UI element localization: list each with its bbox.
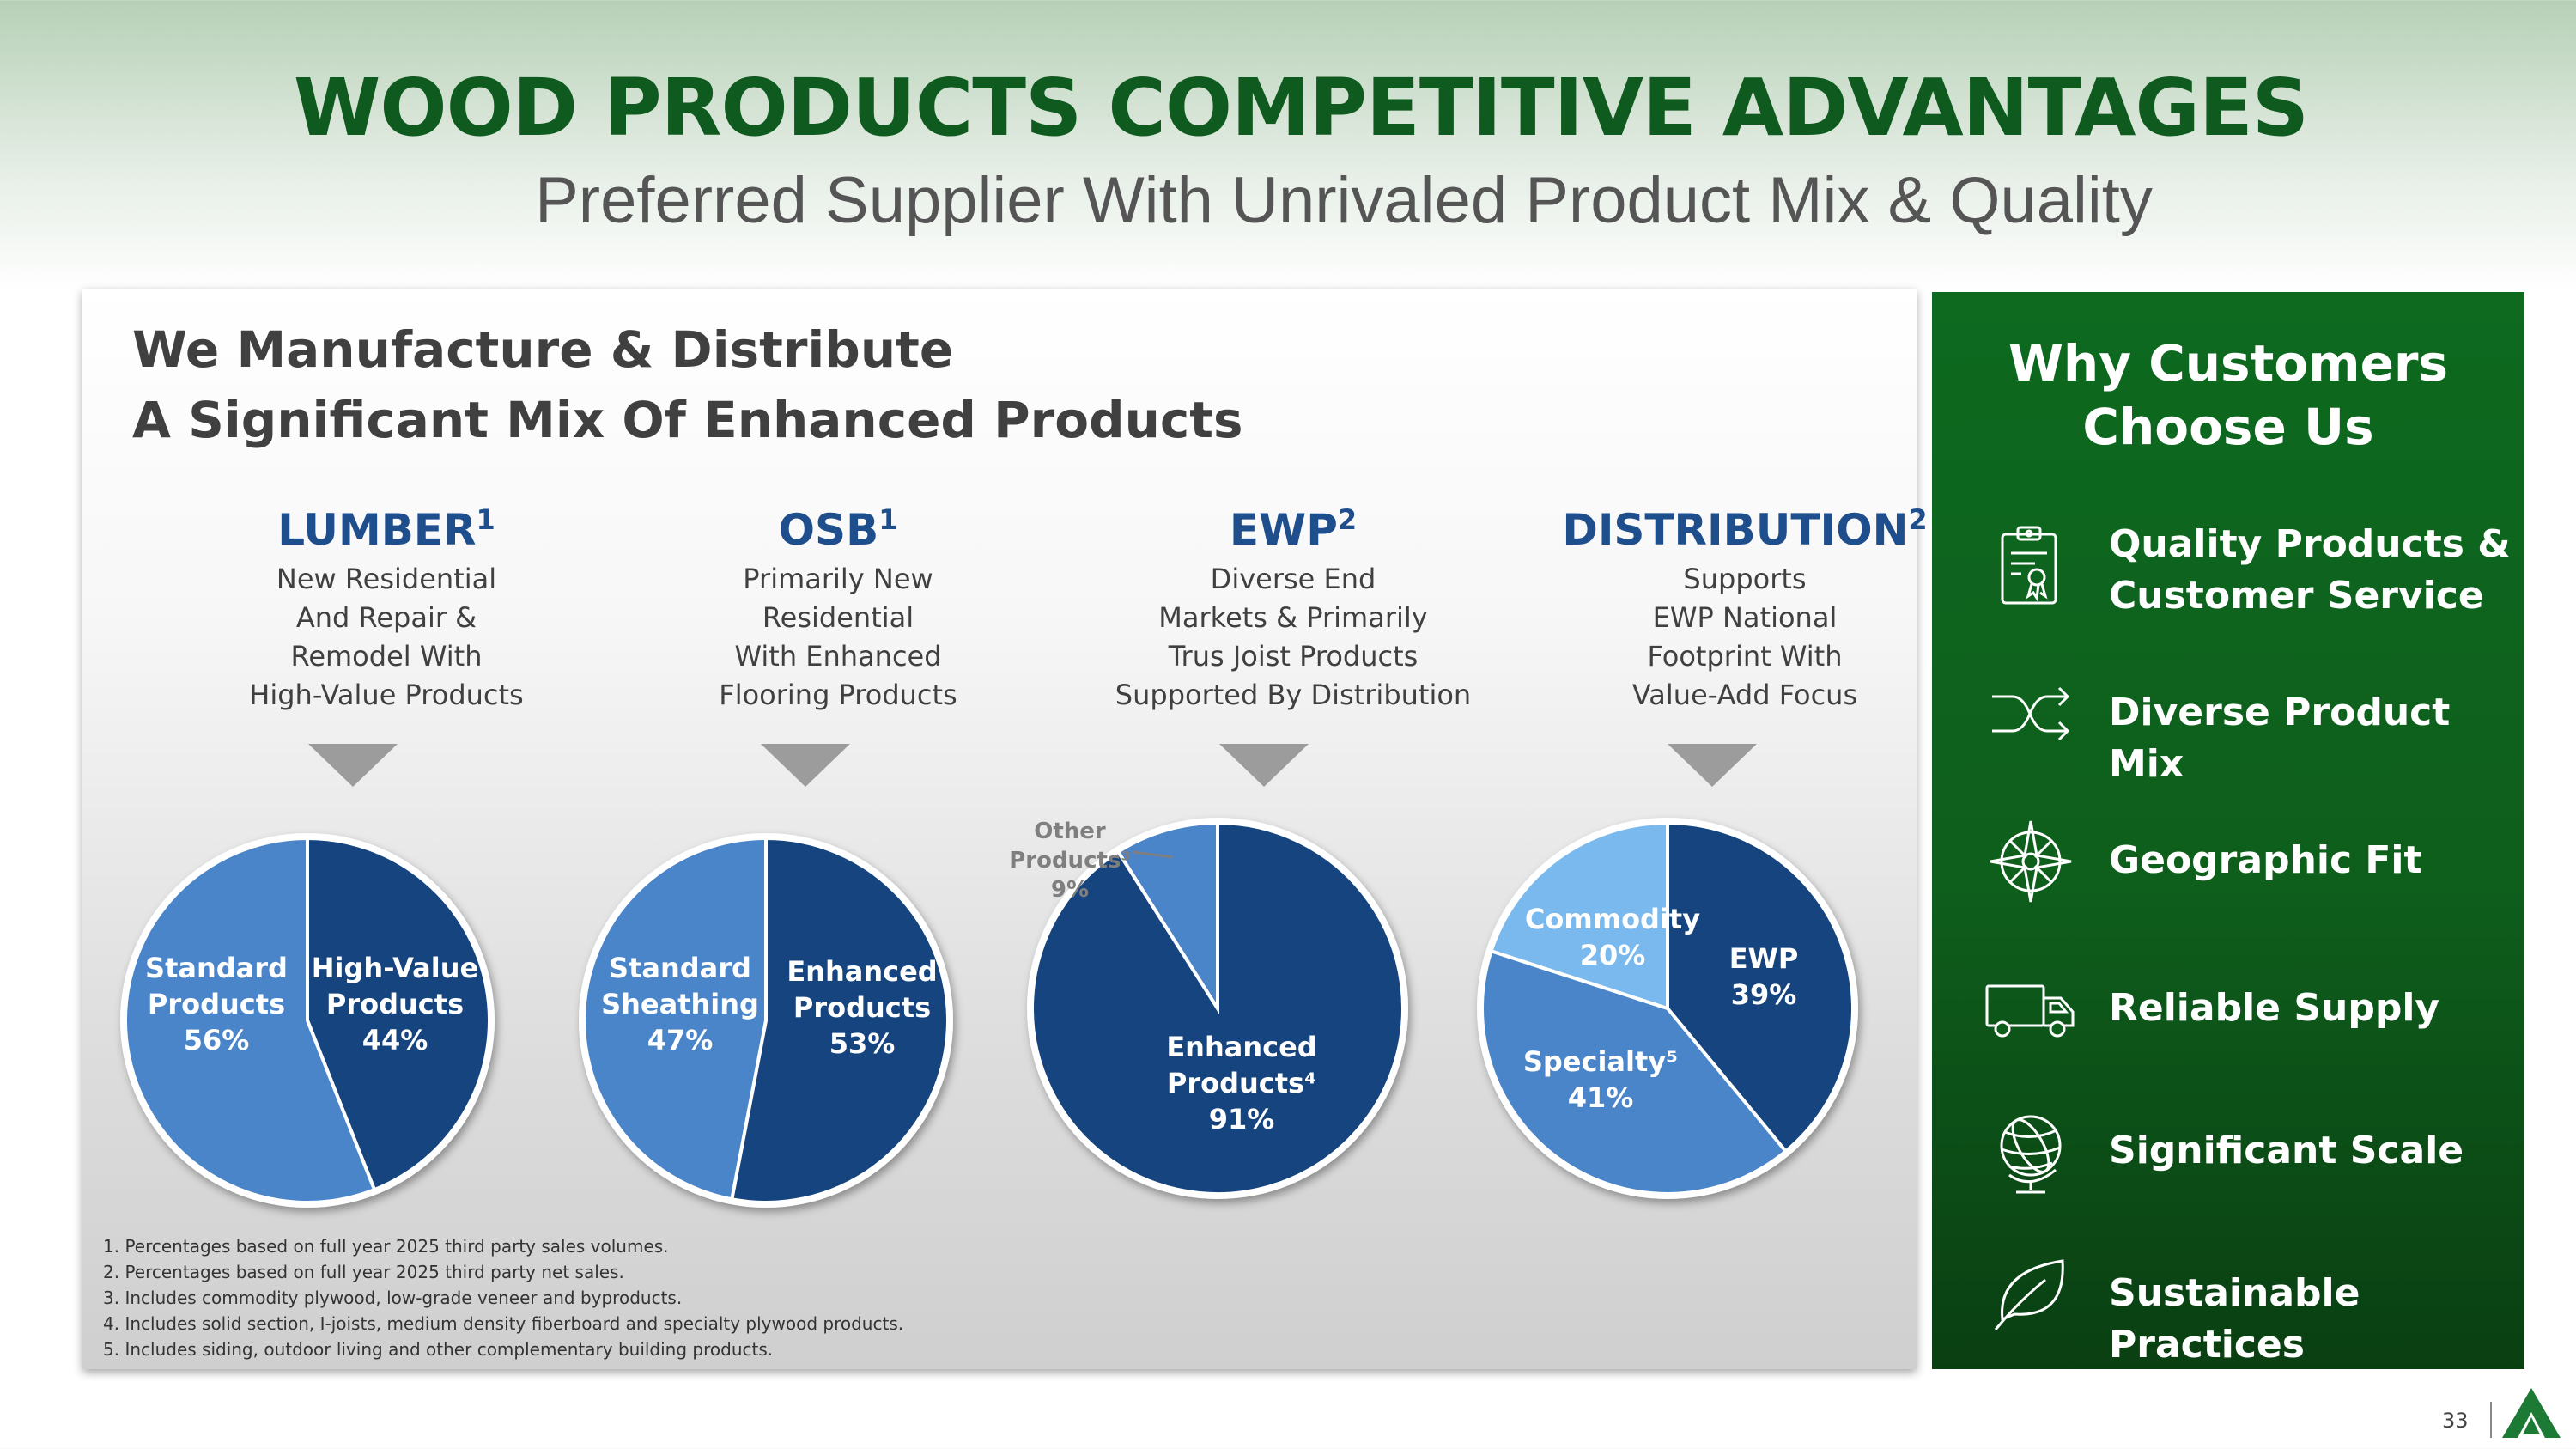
pie-label-standard-sheathing: Standard Sheathing 47% (601, 952, 759, 1056)
osb-heading: OSB1 (598, 503, 1078, 555)
company-logo-icon (2502, 1388, 2561, 1438)
pie-slice-commodity (1489, 820, 1669, 1011)
pie-label-high-value-products: High-Value Products 44% (312, 952, 478, 1056)
reason-label: Reliable Supply (2109, 986, 2440, 1030)
pie-label-other-products: Other Products³ 9% (1009, 819, 1131, 903)
leaf-icon (1994, 1259, 2064, 1330)
pie-label-standard-products: Standard Products 56% (145, 952, 288, 1056)
leader-line (1133, 850, 1174, 859)
reason-label: Diverse Product Mix (2109, 691, 2451, 786)
footnotes: 1. Percentages based on full year 2025 t… (103, 1233, 1477, 1362)
compass-icon (1990, 820, 2072, 903)
pie-slice-high-value-products (306, 836, 491, 1192)
reason-significant-scale: Significant Scale (1932, 1105, 2524, 1208)
ewp-footnote-ref: 2 (1337, 503, 1358, 536)
lumber-heading-text: LUMBER (277, 505, 477, 555)
pie-slice-enhanced-products (729, 836, 951, 1204)
lumber-heading: LUMBER1 (146, 503, 627, 555)
reason-label: Geographic Fit (2109, 838, 2422, 882)
footer-divider (2490, 1402, 2492, 1438)
reason-label: Significant Scale (2109, 1129, 2464, 1172)
pie-slice-enhanced-products (1030, 820, 1405, 1196)
pie-label-enhanced-products: Enhanced Products 53% (787, 955, 937, 1060)
product-mix-panel: We Manufacture & Distribute A Significan… (82, 289, 1928, 1369)
footnote-1: 1. Percentages based on full year 2025 t… (103, 1236, 669, 1257)
osb-footnote-ref: 1 (878, 503, 898, 536)
pie-label-commodity: Commodity 20% (1525, 903, 1700, 971)
footnote-2: 2. Percentages based on full year 2025 t… (103, 1262, 624, 1282)
pie-slice-standard-products (124, 836, 377, 1204)
distribution-description: Supports EWP National Footprint With Val… (1631, 563, 1858, 711)
ewp-description: Diverse End Markets & Primarily Trus Joi… (1115, 563, 1472, 711)
osb-pie: Enhanced Products 53% Standard Sheathing 47% (579, 833, 953, 1208)
panel-title-line2: A Significant Mix Of Enhanced Products (132, 391, 1243, 449)
reason-label: Quality Products & Customer Service (2109, 522, 2511, 618)
distribution-down-arrow-icon (1668, 744, 1757, 787)
page-title: WOOD PRODUCTS COMPETITIVE ADVANTAGES (293, 62, 2309, 154)
globe-icon (2000, 1115, 2062, 1194)
distribution-footnote-ref: 2 (1908, 503, 1928, 536)
reason-reliable-supply: Reliable Supply (1932, 960, 2524, 1063)
ewp-heading-text: EWP (1229, 505, 1338, 555)
pie-label-enhanced-products: Enhanced Products⁴ 91% (1166, 1031, 1316, 1135)
reason-product-mix: Diverse Product Mix (1932, 667, 2524, 786)
distribution-heading: DISTRIBUTION2 (1504, 503, 1985, 555)
lumber-footnote-ref: 1 (476, 503, 495, 536)
ewp-heading: EWP2 (1053, 503, 1534, 555)
panel-title-line1: We Manufacture & Distribute (132, 320, 954, 379)
page-subtitle: Preferred Supplier With Unrivaled Produc… (535, 164, 2153, 237)
footnote-5: 5. Includes siding, outdoor living and o… (103, 1339, 774, 1360)
truck-icon (1985, 984, 2075, 1038)
footnote-4: 4. Includes solid section, I-joists, med… (103, 1313, 904, 1334)
ewp-pie: Enhanced Products⁴ 91% Other Products³ 9% (1009, 818, 1408, 1199)
sidebar-title-line1: Why Customers (2008, 334, 2449, 393)
distribution-heading-text: DISTRIBUTION (1562, 505, 1909, 555)
pie-slice-specialty (1480, 948, 1789, 1196)
sidebar-title: Why Customers Choose Us (1932, 332, 2524, 459)
lumber-description: New Residential And Repair & Remodel Wit… (249, 563, 524, 711)
page-number: 33 (2442, 1409, 2469, 1433)
lumber-pie: High-Value Products 44%Standard Products 56% (120, 833, 495, 1208)
reason-quality: Quality Products & Customer Service (1932, 519, 2524, 622)
pie-slice-ewp (1666, 820, 1855, 1154)
osb-heading-text: OSB (778, 505, 879, 555)
why-customers-sidebar: Why Customers Choose Us Quality Products… (1932, 292, 2524, 1369)
pie-slice-standard-sheathing (582, 836, 768, 1202)
panel-title: We Manufacture & Distribute A Significan… (132, 314, 1243, 455)
pie-charts: High-Value Products 44%Standard Products 56%… (120, 818, 1858, 1208)
shuffle-icon (1992, 686, 2070, 741)
distribution-pie: EWP 39% Specialty⁵ 41% Commodity 20% (1477, 818, 1858, 1199)
pie-label-ewp: EWP 39% (1729, 942, 1799, 1011)
footnote-3: 3. Includes commodity plywood, low-grade… (103, 1288, 683, 1308)
certificate-icon (2001, 526, 2057, 605)
reason-sustainable-practices: Sustainable Practices (1932, 1245, 2524, 1367)
pie-slice-other-products (1115, 820, 1219, 1014)
reason-geographic-fit: Geographic Fit (1932, 814, 2524, 917)
sidebar-title-line2: Choose Us (2082, 398, 2374, 456)
ewp-down-arrow-icon (1219, 744, 1309, 787)
osb-description: Primarily New Residential With Enhanced … (719, 563, 957, 711)
osb-down-arrow-icon (761, 744, 850, 787)
pie-label-specialty: Specialty⁵ 41% (1523, 1045, 1678, 1114)
lumber-down-arrow-icon (308, 744, 398, 787)
reason-label: Sustainable Practices (2109, 1271, 2360, 1367)
